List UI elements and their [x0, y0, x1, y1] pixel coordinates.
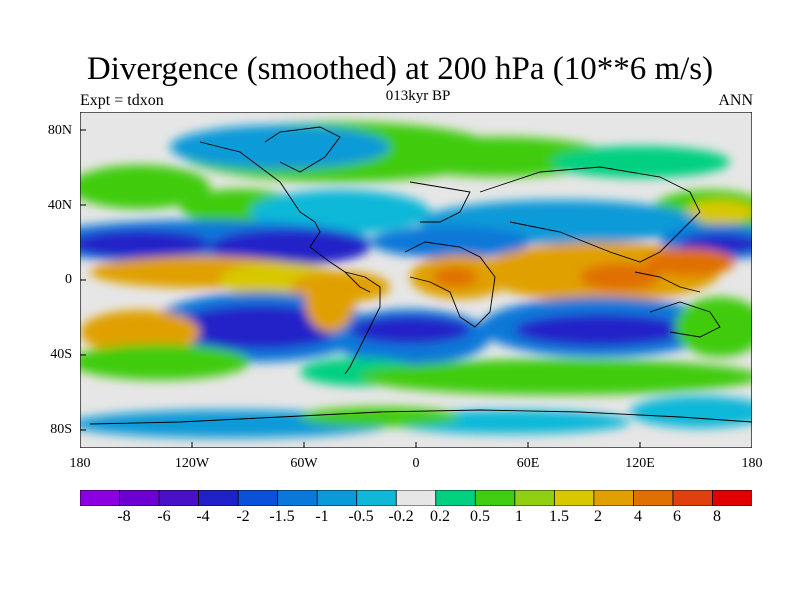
x-tick-label: 120E — [625, 456, 655, 471]
colorbar-swatch — [474, 490, 516, 506]
y-tick-label: 0 — [65, 272, 72, 287]
colorbar-label: 8 — [713, 508, 721, 525]
colorbar-label: -4 — [196, 508, 210, 525]
y-tick-label: 40N — [47, 198, 72, 213]
colorbar-swatch — [514, 490, 556, 506]
colorbar-label: 1.5 — [549, 508, 569, 525]
colorbar-label: -1 — [315, 508, 329, 525]
colorbar-swatch — [80, 490, 121, 506]
colorbar-label: 4 — [634, 508, 642, 525]
chart-title: Divergence (smoothed) at 200 hPa (10**6 … — [86, 51, 714, 87]
colorbar — [80, 490, 752, 506]
colorbar-swatch — [672, 490, 714, 506]
colorbar-swatch — [316, 490, 358, 506]
divergence-map — [80, 112, 752, 448]
colorbar-swatch — [435, 490, 476, 506]
colorbar-swatch — [553, 490, 595, 506]
colorbar-label: -0.5 — [348, 508, 374, 525]
colorbar-swatch — [158, 490, 200, 506]
colorbar-label: -1.5 — [269, 508, 295, 525]
y-tick-label: 80N — [47, 123, 72, 138]
colorbar-swatch — [237, 490, 279, 506]
x-tick-label: 180 — [741, 456, 763, 471]
colorbar-label: 0.5 — [470, 508, 490, 525]
colorbar-label: 6 — [673, 508, 681, 525]
x-tick-label: 120W — [174, 456, 210, 471]
colorbar-swatch — [712, 490, 752, 506]
colorbar-swatch — [119, 490, 160, 506]
y-tick-label: 80S — [50, 422, 72, 437]
colorbar-label: -2 — [236, 508, 250, 525]
experiment-label: Expt = tdxon — [80, 92, 164, 109]
chart-subtitle: 013kyr BP — [385, 88, 451, 104]
season-label: ANN — [718, 92, 753, 109]
y-tick-label: 40S — [50, 347, 72, 362]
colorbar-swatch — [198, 490, 239, 506]
colorbar-swatch — [593, 490, 635, 506]
colorbar-label: -6 — [157, 508, 171, 525]
x-tick-label: 60E — [516, 456, 540, 471]
colorbar-swatch — [633, 490, 674, 506]
colorbar-swatch — [356, 490, 397, 506]
colorbar-label: 0.2 — [430, 508, 450, 525]
colorbar-label: 1 — [515, 508, 523, 525]
colorbar-label: 2 — [594, 508, 602, 525]
x-tick-label: 180 — [69, 456, 91, 471]
x-tick-label: 60W — [290, 456, 318, 471]
x-tick-label: 0 — [412, 456, 420, 471]
colorbar-label: -8 — [117, 508, 131, 525]
colorbar-label: -0.2 — [388, 508, 414, 525]
colorbar-swatch — [395, 490, 437, 506]
colorbar-swatch — [277, 490, 318, 506]
coastlines — [89, 126, 752, 425]
contour-field — [80, 112, 752, 448]
